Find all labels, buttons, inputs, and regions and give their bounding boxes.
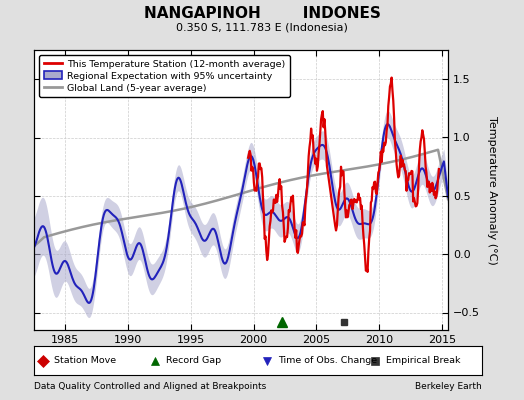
Text: Berkeley Earth: Berkeley Earth <box>416 382 482 391</box>
Text: Time of Obs. Change: Time of Obs. Change <box>278 356 377 365</box>
Legend: This Temperature Station (12-month average), Regional Expectation with 95% uncer: This Temperature Station (12-month avera… <box>39 55 290 97</box>
Text: Record Gap: Record Gap <box>166 356 221 365</box>
Text: Data Quality Controlled and Aligned at Breakpoints: Data Quality Controlled and Aligned at B… <box>34 382 266 391</box>
Text: 0.350 S, 111.783 E (Indonesia): 0.350 S, 111.783 E (Indonesia) <box>176 22 348 32</box>
Text: Station Move: Station Move <box>54 356 116 365</box>
Text: NANGAPINOH        INDONES: NANGAPINOH INDONES <box>144 6 380 21</box>
Text: Empirical Break: Empirical Break <box>386 356 460 365</box>
Y-axis label: Temperature Anomaly (°C): Temperature Anomaly (°C) <box>487 116 497 264</box>
